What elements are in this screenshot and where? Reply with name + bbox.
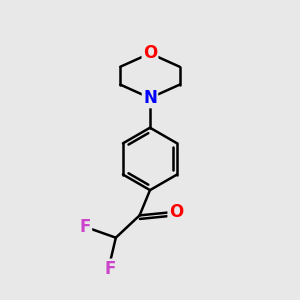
Text: O: O [169,203,183,221]
Text: F: F [80,218,91,236]
Text: F: F [104,260,116,278]
Text: O: O [143,44,157,62]
Text: N: N [143,89,157,107]
